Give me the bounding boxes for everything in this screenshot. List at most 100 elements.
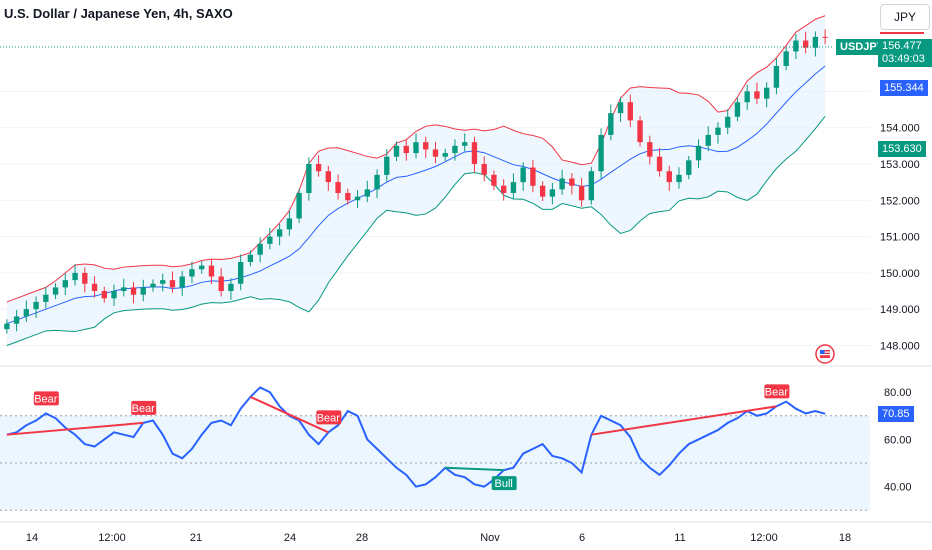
rsi-tick-label: 40.00 bbox=[884, 482, 912, 494]
candle-body bbox=[793, 40, 799, 52]
lower-band-tag: 153.630 bbox=[878, 141, 926, 157]
candle-body bbox=[812, 36, 819, 48]
us-flag-event-icon[interactable] bbox=[815, 344, 835, 364]
candle-body bbox=[627, 102, 633, 121]
candle-body bbox=[4, 323, 10, 330]
divergence-label-bg bbox=[33, 391, 59, 406]
rsi-current-tag: 70.85 bbox=[878, 406, 914, 422]
candle-body bbox=[715, 127, 721, 135]
candle-body bbox=[559, 178, 565, 190]
rsi-tick-label: 60.00 bbox=[884, 434, 912, 446]
candle-body bbox=[471, 142, 478, 164]
candle-body bbox=[695, 145, 702, 161]
candle-body bbox=[325, 171, 332, 183]
candle-body bbox=[345, 193, 351, 201]
candle-body bbox=[822, 36, 828, 38]
candle-body bbox=[608, 113, 614, 135]
candle-body bbox=[578, 185, 585, 201]
candle-body bbox=[783, 51, 789, 66]
candle-body bbox=[286, 218, 293, 230]
candle-body bbox=[130, 287, 137, 295]
candle-body bbox=[676, 174, 682, 183]
rsi-tick-label: 80.00 bbox=[884, 387, 912, 399]
candle-body bbox=[257, 243, 263, 255]
candle-body bbox=[754, 91, 760, 99]
candle-body bbox=[218, 276, 224, 292]
candle-body bbox=[647, 142, 653, 157]
divergence-line bbox=[249, 395, 329, 434]
price-scale[interactable]: 155.000154.000153.000152.000151.000150.0… bbox=[880, 86, 920, 352]
candle-body bbox=[13, 316, 20, 324]
candle-body bbox=[52, 287, 59, 295]
divergence-label: Bear bbox=[34, 393, 58, 405]
candle-body bbox=[140, 287, 146, 295]
candle-body bbox=[617, 102, 624, 114]
time-tick-label: 28 bbox=[356, 532, 368, 544]
candle-body bbox=[354, 196, 361, 201]
candle-body bbox=[393, 145, 400, 157]
candle-body bbox=[237, 261, 244, 284]
candle-body bbox=[23, 309, 30, 317]
candle-body bbox=[666, 171, 672, 183]
candle-body bbox=[705, 134, 711, 146]
time-tick-label: 12:00 bbox=[98, 532, 126, 544]
divergence-label: Bull bbox=[494, 478, 512, 490]
candle-body bbox=[413, 142, 419, 154]
candle-body bbox=[43, 294, 49, 302]
candle-body bbox=[637, 120, 643, 143]
upper-band-line bbox=[6, 15, 826, 303]
candle-body bbox=[423, 142, 429, 150]
candle-body bbox=[296, 193, 302, 219]
currency-button[interactable]: JPY bbox=[880, 4, 930, 30]
divergence-label-bg bbox=[764, 384, 790, 399]
divergence-label-bg bbox=[491, 476, 517, 491]
candle-body bbox=[462, 142, 468, 146]
divergence-line bbox=[591, 405, 777, 436]
price-tick-label: 152.000 bbox=[880, 195, 920, 207]
time-tick-label: 14 bbox=[26, 532, 38, 544]
candlesticks bbox=[4, 29, 828, 334]
candle-body bbox=[432, 149, 439, 157]
divergence-line bbox=[445, 466, 504, 472]
candle-body bbox=[764, 87, 770, 99]
rsi-scale[interactable]: 80.00 60.00 40.00 bbox=[884, 387, 912, 493]
candle-body bbox=[744, 91, 750, 103]
time-tick-label: 6 bbox=[579, 532, 585, 544]
candle-body bbox=[315, 163, 322, 172]
time-tick-label: 21 bbox=[190, 532, 202, 544]
candle-body bbox=[403, 145, 409, 154]
candle-body bbox=[588, 171, 595, 201]
candle-body bbox=[101, 291, 107, 299]
price-tick-label: 153.000 bbox=[880, 159, 920, 171]
candle-body bbox=[384, 156, 390, 175]
candle-body bbox=[121, 287, 127, 292]
candle-body bbox=[802, 40, 809, 48]
candle-body bbox=[530, 167, 536, 186]
candle-body bbox=[686, 160, 692, 175]
band-fill bbox=[6, 15, 826, 346]
price-tick-label: 151.000 bbox=[880, 232, 920, 244]
divergence-label-bg bbox=[131, 400, 157, 415]
time-tick-label: Nov bbox=[480, 532, 500, 544]
bar-countdown: 03:49:03 bbox=[882, 53, 925, 65]
price-tick-label: 154.000 bbox=[880, 123, 920, 135]
candle-body bbox=[598, 134, 604, 172]
candle-body bbox=[208, 265, 215, 277]
candle-body bbox=[179, 276, 185, 288]
candle-body bbox=[656, 156, 663, 172]
candle-body bbox=[442, 153, 448, 157]
upper-band-tag: 155.344 bbox=[880, 80, 928, 96]
last-price-box: 156.477 03:49:03 bbox=[878, 39, 932, 67]
currency-underline bbox=[880, 32, 924, 34]
divergence-label: Bear bbox=[317, 412, 341, 424]
time-tick-label: 11 bbox=[674, 532, 685, 544]
divergence-line bbox=[6, 421, 144, 436]
candle-body bbox=[306, 163, 312, 193]
candle-body bbox=[481, 163, 487, 175]
candle-body bbox=[520, 167, 526, 183]
time-axis[interactable]: 14 12:00 21 24 28 Nov 6 11 12:00 18 bbox=[0, 521, 932, 544]
candle-body bbox=[549, 189, 556, 197]
candle-body bbox=[335, 182, 341, 193]
candle-body bbox=[725, 116, 731, 128]
